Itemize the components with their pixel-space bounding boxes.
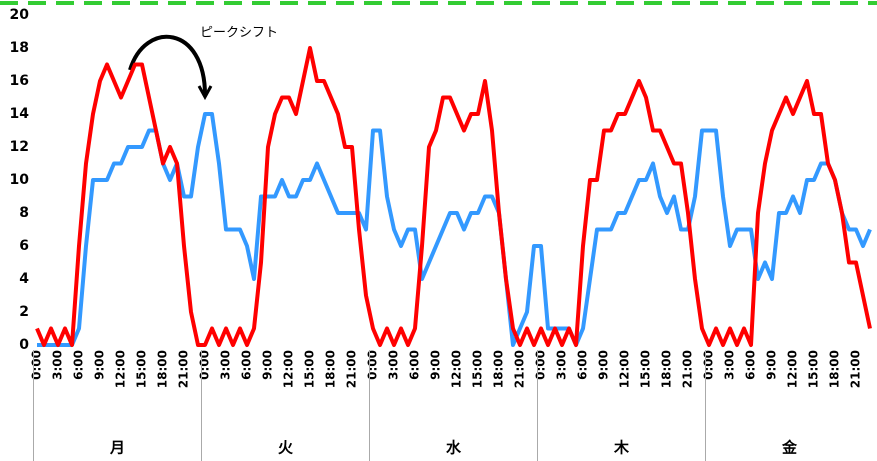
x-tick-label: 3:00 bbox=[723, 350, 737, 380]
x-tick-label: 6:00 bbox=[408, 350, 422, 380]
group-label: 金 bbox=[781, 439, 798, 457]
x-tick-label: 6:00 bbox=[72, 350, 86, 380]
x-tick-label: 21:00 bbox=[177, 350, 191, 388]
x-tick-label: 6:00 bbox=[576, 350, 590, 380]
x-tick-label: 9:00 bbox=[261, 350, 275, 380]
x-tick-label: 3:00 bbox=[51, 350, 65, 380]
x-tick-label: 18:00 bbox=[156, 350, 170, 388]
x-tick-label: 21:00 bbox=[849, 350, 863, 388]
y-tick-label: 2 bbox=[19, 304, 29, 320]
x-tick-label: 6:00 bbox=[744, 350, 758, 380]
x-tick-label: 12:00 bbox=[618, 350, 632, 388]
x-tick-label: 9:00 bbox=[429, 350, 443, 380]
x-tick-label: 21:00 bbox=[345, 350, 359, 388]
x-tick-label: 3:00 bbox=[555, 350, 569, 380]
annotation-arrow bbox=[128, 34, 207, 96]
series-line bbox=[35, 46, 872, 347]
x-tick-label: 12:00 bbox=[786, 350, 800, 388]
x-tick-label: 15:00 bbox=[639, 350, 653, 388]
x-tick-label: 0:00 bbox=[30, 350, 44, 380]
group-label: 月 bbox=[109, 439, 125, 457]
series-line bbox=[37, 112, 872, 347]
x-tick-label: 12:00 bbox=[450, 350, 464, 388]
x-tick-label: 12:00 bbox=[114, 350, 128, 388]
x-tick-label: 18:00 bbox=[324, 350, 338, 388]
y-tick-label: 20 bbox=[10, 7, 30, 23]
x-tick-label: 21:00 bbox=[513, 350, 527, 388]
x-tick-label: 15:00 bbox=[807, 350, 821, 388]
x-tick-label: 21:00 bbox=[681, 350, 695, 388]
y-tick-label: 6 bbox=[19, 238, 29, 254]
x-tick-label: 18:00 bbox=[492, 350, 506, 388]
y-tick-label: 8 bbox=[19, 205, 29, 221]
annotation-arrowhead bbox=[197, 85, 213, 101]
x-tick-label: 15:00 bbox=[471, 350, 485, 388]
x-tick-label: 3:00 bbox=[387, 350, 401, 380]
x-tick-label: 12:00 bbox=[282, 350, 296, 388]
x-tick-label: 9:00 bbox=[93, 350, 107, 380]
y-tick-label: 14 bbox=[10, 106, 30, 122]
y-tick-label: 12 bbox=[10, 139, 29, 155]
x-tick-label: 15:00 bbox=[135, 350, 149, 388]
x-tick-label: 15:00 bbox=[303, 350, 317, 388]
x-tick-label: 9:00 bbox=[597, 350, 611, 380]
x-tick-label: 3:00 bbox=[219, 350, 233, 380]
y-tick-label: 16 bbox=[10, 73, 29, 89]
y-tick-label: 18 bbox=[10, 40, 29, 56]
x-tick-label: 0:00 bbox=[702, 350, 716, 380]
group-label: 火 bbox=[278, 439, 294, 457]
x-tick-label: 6:00 bbox=[240, 350, 254, 380]
x-tick-label: 0:00 bbox=[534, 350, 548, 380]
x-tick-label: 18:00 bbox=[660, 350, 674, 388]
y-tick-label: 0 bbox=[19, 337, 29, 353]
annotation: ピークシフト bbox=[200, 26, 278, 41]
y-tick-label: 10 bbox=[10, 172, 30, 188]
group-label: 水 bbox=[446, 439, 462, 457]
x-tick-label: 18:00 bbox=[828, 350, 842, 388]
x-tick-label: 0:00 bbox=[366, 350, 380, 380]
x-tick-label: 0:00 bbox=[198, 350, 212, 380]
group-label: 木 bbox=[613, 439, 630, 457]
x-tick-label: 9:00 bbox=[765, 350, 779, 380]
y-tick-label: 4 bbox=[19, 271, 29, 287]
